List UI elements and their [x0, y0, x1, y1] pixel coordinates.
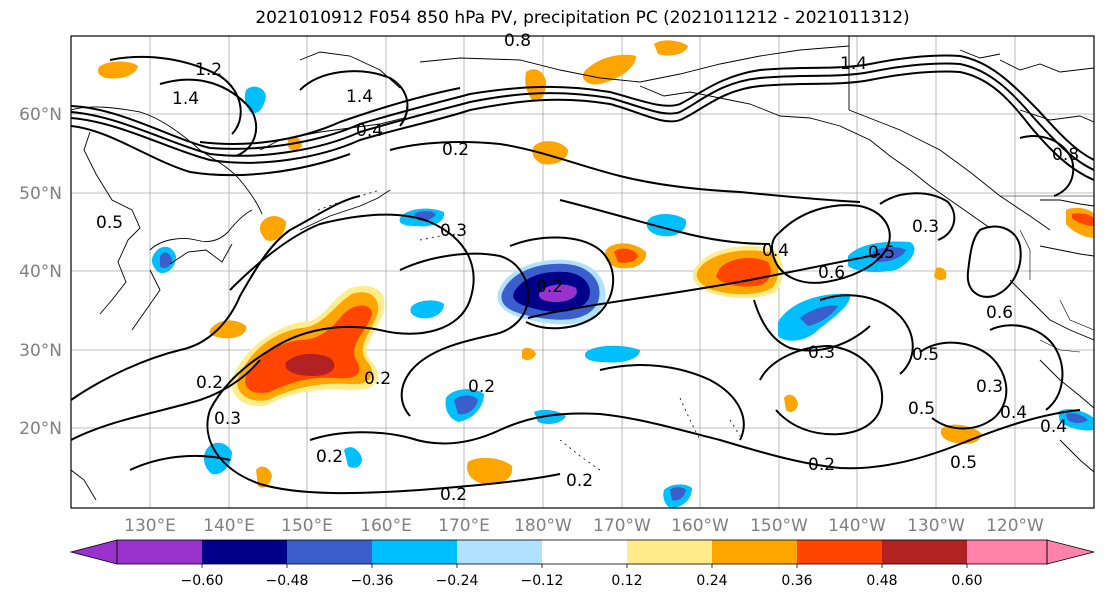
colorbar-tick-label: −0.60 [181, 573, 224, 589]
contour-label: 1.4 [840, 54, 867, 74]
island-chains [317, 157, 741, 471]
lon-label: 140°W [828, 516, 886, 536]
colorbar-tick-label: −0.36 [351, 573, 394, 589]
contour-label: 0.4 [356, 121, 383, 141]
contour-label: 0.2 [536, 277, 563, 297]
colorbar-bin [882, 540, 967, 564]
lon-label: 160°E [360, 516, 412, 536]
colorbar-extend-high [1046, 539, 1095, 565]
colorbar-tick-label: −0.12 [521, 573, 564, 589]
lon-label: 170°E [438, 516, 490, 536]
contour-label: 0.6 [986, 303, 1013, 323]
lon-label: 140°E [203, 516, 255, 536]
lat-label: 20°N [19, 419, 62, 439]
colorbar-bin [117, 540, 202, 564]
colorbar-bin [967, 540, 1047, 564]
lon-label: 130°W [907, 516, 965, 536]
colorbar-bin [627, 540, 712, 564]
colorbar-bin [712, 540, 797, 564]
colorbar-tick-label: 0.60 [951, 573, 982, 589]
lon-label: 130°E [124, 516, 176, 536]
contour-label: 0.4 [762, 241, 789, 261]
latitude-labels: 60°N 50°N 40°N 30°N 20°N [19, 105, 62, 439]
contour-label: 0.8 [1052, 145, 1079, 165]
contour-labels: 1.2 1.4 0.8 1.4 0.4 0.2 0.3 0.2 0.5 1.4 … [96, 31, 1079, 505]
contour-label: 0.2 [364, 369, 391, 389]
contour-label: 0.5 [96, 213, 123, 233]
colorbar-tick-label: 0.36 [781, 573, 812, 589]
contour-label: 0.4 [1040, 417, 1067, 437]
lon-label: 150°W [750, 516, 808, 536]
lon-label: 120°W [986, 516, 1044, 536]
colorbar-bin [372, 540, 457, 564]
colorbar-frame [116, 539, 1048, 565]
lon-label: 160°W [671, 516, 729, 536]
contour-label: 0.5 [908, 399, 935, 419]
contour-label: 0.4 [1000, 403, 1027, 423]
lat-label: 60°N [19, 105, 62, 125]
lat-label: 50°N [19, 184, 62, 204]
colorbar-ticks [201, 564, 968, 568]
contour-label: 0.3 [440, 221, 467, 241]
pv-contours [71, 54, 1094, 495]
contour-label: 0.2 [196, 373, 223, 393]
contour-label: 1.4 [172, 89, 199, 109]
contour-label: 0.5 [950, 453, 977, 473]
contour-label: 0.3 [912, 217, 939, 237]
colorbar: −0.60 −0.48 −0.36 −0.24 −0.12 0.12 0.24 … [69, 539, 1095, 589]
colorbar-tick-label: −0.24 [436, 573, 479, 589]
contour-label: 0.5 [912, 345, 939, 365]
contour-label: 0.2 [808, 455, 835, 475]
colorbar-tick-label: −0.48 [266, 573, 309, 589]
graticule [71, 36, 1094, 508]
contour-label: 0.6 [818, 263, 845, 283]
contour-label: 0.2 [316, 447, 343, 467]
contour-label: 0.2 [440, 485, 467, 505]
contour-label: 0.3 [808, 343, 835, 363]
lat-label: 40°N [19, 262, 62, 282]
contour-label: 0.2 [442, 140, 469, 160]
colorbar-tick-label: 0.12 [611, 573, 642, 589]
contour-label: 0.8 [504, 31, 531, 51]
longitude-labels: 130°E 140°E 150°E 160°E 170°E 180°W 170°… [124, 516, 1044, 536]
contour-label: 0.5 [868, 243, 895, 263]
contour-label: 0.2 [468, 377, 495, 397]
contour-label: 1.4 [346, 87, 373, 107]
colorbar-bin [457, 540, 542, 564]
colorbar-bin [202, 540, 287, 564]
colorbar-extend-low [69, 539, 118, 565]
political-borders [1000, 195, 1094, 353]
colorbar-bin [287, 540, 372, 564]
contour-label: 0.3 [214, 409, 241, 429]
colorbar-tick-label: 0.24 [696, 573, 727, 589]
map-title: 2021010912 F054 850 hPa PV, precipitatio… [255, 8, 910, 28]
lon-label: 150°E [281, 516, 333, 536]
contour-label: 0.2 [566, 471, 593, 491]
lon-label: 180°W [514, 516, 572, 536]
lat-label: 30°N [19, 341, 62, 361]
lon-label: 170°W [593, 516, 651, 536]
colorbar-bin [542, 540, 627, 564]
map-border [70, 35, 1095, 509]
contour-label: 0.3 [976, 377, 1003, 397]
contour-label: 1.2 [195, 60, 222, 80]
colorbar-bin [797, 540, 882, 564]
colorbar-tick-label: 0.48 [866, 573, 897, 589]
colorbar-tick-labels: −0.60 −0.48 −0.36 −0.24 −0.12 0.12 0.24 … [181, 573, 983, 589]
